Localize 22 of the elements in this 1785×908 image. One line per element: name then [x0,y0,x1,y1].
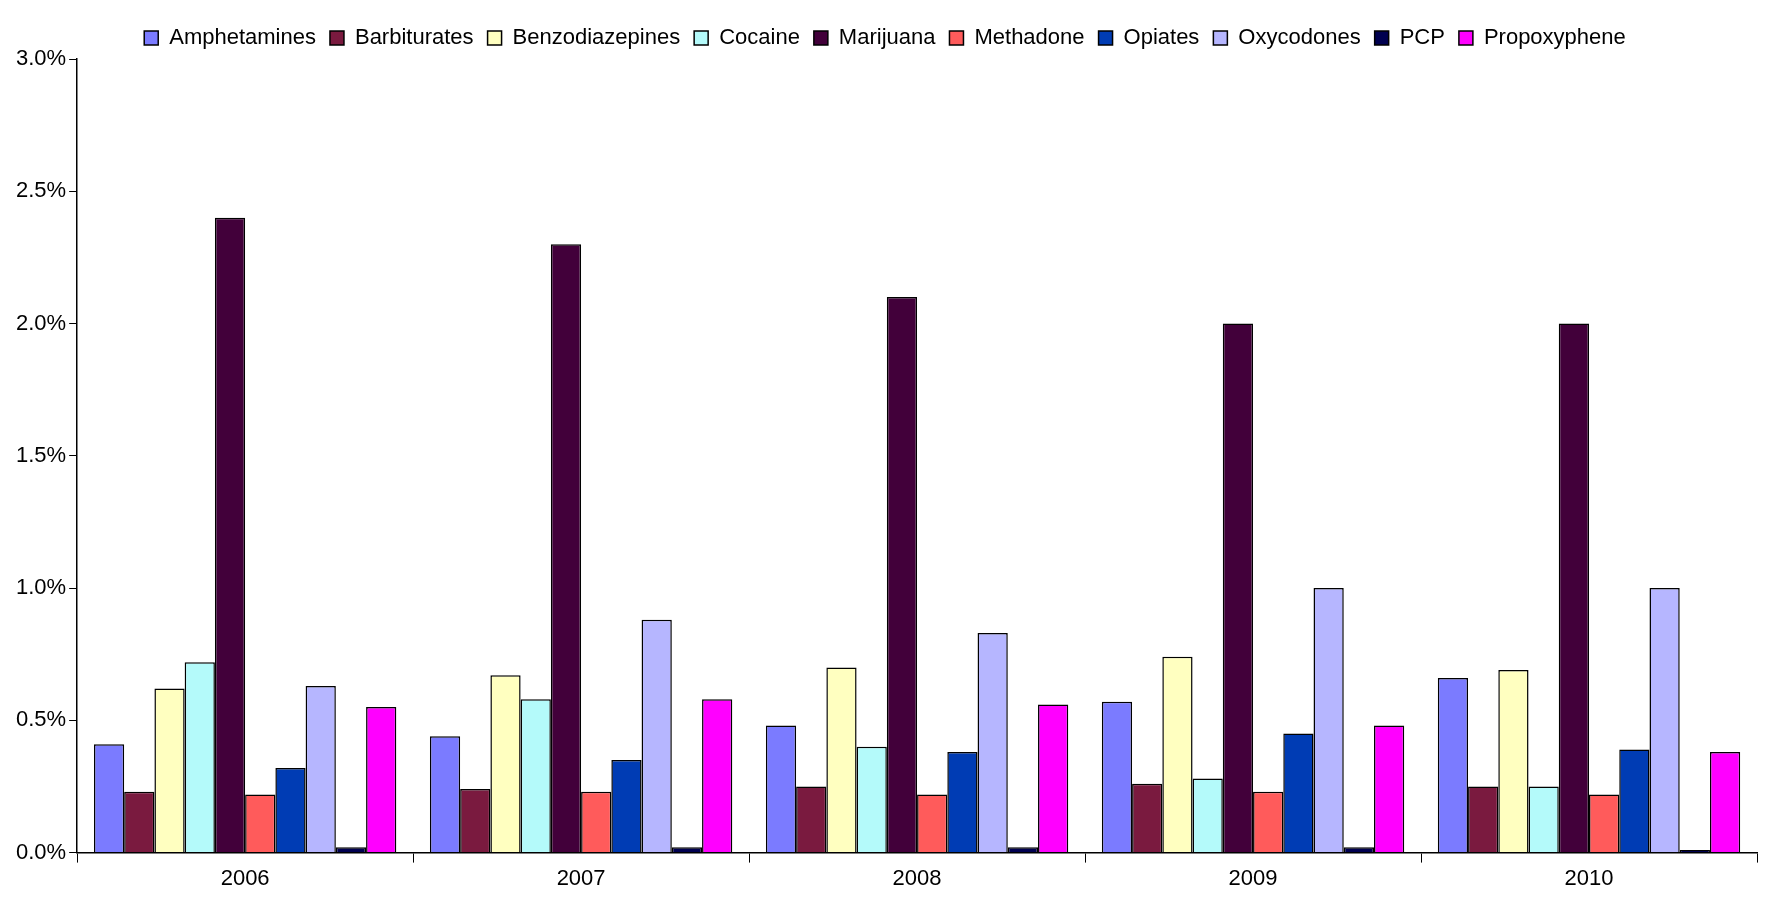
y-tick-label: 1.0% [15,574,67,600]
y-tick-label: 2.5% [15,177,67,203]
legend-label: Propoxyphene [1483,24,1626,50]
x-tick-label: 2006 [220,864,270,890]
y-tick-label: 1.5% [15,441,67,467]
legend-label: Benzodiazepines [512,24,681,50]
x-tick-label: 2009 [1228,864,1278,890]
legend-label: Amphetamines [169,24,316,50]
x-tick-label: 2008 [892,864,942,890]
legend-label: Opiates [1123,24,1200,50]
y-tick-label: 3.0% [15,45,67,71]
x-tick-label: 2007 [556,864,606,890]
legend-label: Methadone [974,24,1085,50]
legend-label: Oxycodones [1238,24,1361,50]
legend-label: PCP [1399,24,1445,50]
legend-label: Marijuana [838,24,937,50]
legend-label: Barbiturates [354,24,474,50]
y-tick-label: 2.0% [15,309,67,335]
legend-label: Cocaine [719,24,800,50]
x-tick-label: 2010 [1564,864,1614,890]
y-tick-label: 0.5% [15,706,67,732]
y-tick-label: 0.0% [15,838,67,864]
